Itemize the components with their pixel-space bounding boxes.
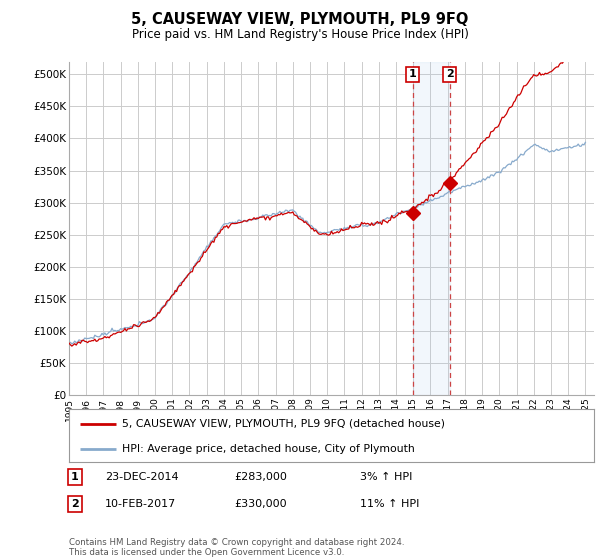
Text: £283,000: £283,000 (234, 472, 287, 482)
Bar (413, 62, 450, 395)
Text: 3% ↑ HPI: 3% ↑ HPI (360, 472, 412, 482)
Text: Price paid vs. HM Land Registry's House Price Index (HPI): Price paid vs. HM Land Registry's House … (131, 28, 469, 41)
Text: 2: 2 (71, 499, 79, 509)
Text: HPI: Average price, detached house, City of Plymouth: HPI: Average price, detached house, City… (121, 444, 414, 454)
Text: £330,000: £330,000 (234, 499, 287, 509)
Text: 23-DEC-2014: 23-DEC-2014 (105, 472, 179, 482)
Text: 5, CAUSEWAY VIEW, PLYMOUTH, PL9 9FQ: 5, CAUSEWAY VIEW, PLYMOUTH, PL9 9FQ (131, 12, 469, 27)
Text: 10-FEB-2017: 10-FEB-2017 (105, 499, 176, 509)
Text: Contains HM Land Registry data © Crown copyright and database right 2024.
This d: Contains HM Land Registry data © Crown c… (69, 538, 404, 557)
Text: 5, CAUSEWAY VIEW, PLYMOUTH, PL9 9FQ (detached house): 5, CAUSEWAY VIEW, PLYMOUTH, PL9 9FQ (det… (121, 419, 445, 429)
Text: 2: 2 (446, 69, 454, 80)
Text: 1: 1 (409, 69, 416, 80)
Text: 1: 1 (71, 472, 79, 482)
Text: 11% ↑ HPI: 11% ↑ HPI (360, 499, 419, 509)
